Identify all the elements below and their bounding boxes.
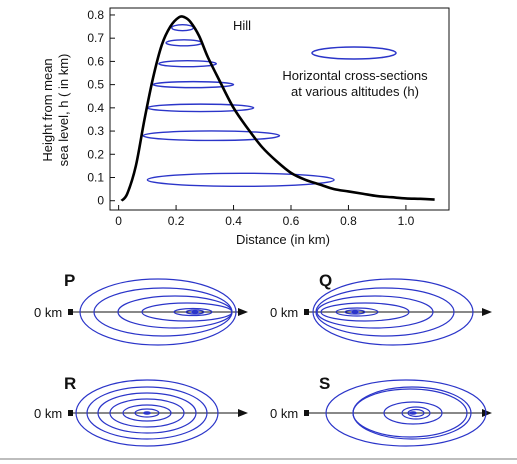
peak-dot <box>191 310 199 314</box>
peak-dot <box>351 310 359 314</box>
x-tick-label: 1.0 <box>398 214 415 228</box>
y-tick-label: 0.1 <box>87 170 104 184</box>
contour-ellipse <box>86 386 208 440</box>
y-tick-label: 0.5 <box>87 78 104 92</box>
cross-section-ellipse <box>142 130 281 142</box>
zero-km-label-p: 0 km <box>34 305 62 320</box>
contour-ellipse <box>312 278 474 346</box>
contour-ellipse <box>75 379 219 447</box>
y-tick-label: 0.6 <box>87 54 104 68</box>
x-tick-label: 0.4 <box>225 214 242 228</box>
cross-section-ellipse <box>146 172 335 188</box>
contour-ellipse <box>173 307 213 317</box>
contour-ellipse <box>383 401 443 425</box>
peak-dot <box>143 411 151 415</box>
panel-s: S 0 km <box>270 374 492 447</box>
contour-ellipse <box>185 309 205 315</box>
hill-profile-curve <box>120 15 435 202</box>
x-tick-label: 0.2 <box>168 214 185 228</box>
y-tick-label: 0 <box>97 194 104 208</box>
contour-ellipse <box>141 302 233 322</box>
y-tick-label: 0.2 <box>87 147 104 161</box>
origin-marker-q <box>304 309 309 315</box>
contour-ellipse <box>352 388 468 438</box>
panel-q: Q 0 km <box>270 271 492 346</box>
zero-km-label-q: 0 km <box>270 305 298 320</box>
panel-letter-r: R <box>64 374 76 393</box>
x-axis-ticks: 0 0.2 0.4 0.6 0.8 1.0 <box>115 205 415 228</box>
cross-section-ellipse <box>158 60 217 68</box>
contour-ellipse <box>134 408 160 418</box>
y-tick-label: 0.4 <box>87 101 104 115</box>
y-axis-label-line2: sea level, h ( in km) <box>56 54 71 167</box>
arrowhead-r <box>238 409 248 417</box>
panel-letter-p: P <box>64 271 75 290</box>
y-axis-label-line1: Height from mean <box>40 58 55 161</box>
panel-r: R 0 km <box>34 374 248 447</box>
x-tick-label: 0.6 <box>283 214 300 228</box>
legend-text-line1: Horizontal cross-sections <box>282 68 428 83</box>
x-axis-label: Distance (in km) <box>236 232 330 247</box>
contour-ellipse <box>315 287 455 337</box>
contour-ellipse <box>109 398 185 428</box>
panel-letter-s: S <box>319 374 330 393</box>
hill-label: Hill <box>233 18 251 33</box>
origin-marker-r <box>68 410 73 416</box>
x-tick-label: 0 <box>115 214 122 228</box>
cross-section-ellipse <box>165 39 203 47</box>
cross-section-ellipse <box>146 103 255 113</box>
arrowhead-p <box>238 308 248 316</box>
panel-p: P 0 km <box>34 271 248 346</box>
y-tick-label: 0.8 <box>87 8 104 22</box>
contour-ellipse <box>325 379 487 447</box>
legend-text-line2: at various altitudes (h) <box>291 84 419 99</box>
cross-section-ellipse <box>152 80 235 89</box>
legend-ellipse-icon <box>311 46 397 60</box>
contour-ellipse <box>122 404 172 422</box>
contour-ellipse <box>97 392 197 434</box>
peak-dot <box>409 411 417 415</box>
contour-ellipse <box>335 307 379 317</box>
contour-ellipse <box>344 309 366 315</box>
contour-ellipse <box>407 408 425 418</box>
contour-ellipse <box>79 278 237 346</box>
plot-frame <box>109 7 450 211</box>
x-tick-label: 0.8 <box>340 214 357 228</box>
origin-marker-s <box>304 410 309 416</box>
zero-km-label-r: 0 km <box>34 406 62 421</box>
origin-marker-p <box>68 309 73 315</box>
panel-letter-q: Q <box>319 271 332 290</box>
y-axis-ticks: 0 0.1 0.2 0.3 0.4 0.5 0.6 0.7 0.8 <box>87 8 115 208</box>
arrowhead-q <box>482 308 492 316</box>
contour-ellipse <box>401 406 431 420</box>
y-tick-label: 0.7 <box>87 31 104 45</box>
contour-ellipse <box>316 295 434 329</box>
zero-km-label-s: 0 km <box>270 406 298 421</box>
y-tick-label: 0.3 <box>87 124 104 138</box>
cross-section-ellipse <box>171 24 195 32</box>
cross-section-ellipses <box>142 24 335 188</box>
bottom-divider <box>0 458 517 460</box>
arrowhead-s <box>482 409 492 417</box>
hill-chart: 0 0.1 0.2 0.3 0.4 0.5 0.6 0.7 0.8 0 0.2 0.4 0.6 0.8 1… <box>40 7 450 247</box>
contour-ellipse <box>320 302 410 322</box>
